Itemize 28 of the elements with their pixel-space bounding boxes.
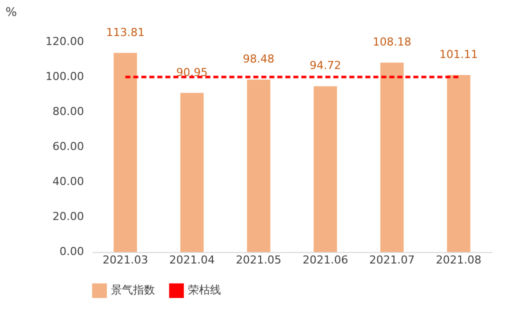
- y-tick-label: 0.00: [60, 245, 84, 258]
- data-label: 108.18: [372, 36, 412, 49]
- y-tick-label: 80.00: [52, 105, 84, 118]
- x-tick-label: 2021.08: [436, 254, 482, 266]
- x-tick-label: 2021.06: [302, 254, 348, 266]
- x-tick-label: 2021.04: [169, 254, 215, 266]
- y-tick-label: 120.00: [46, 35, 84, 48]
- bar: [247, 80, 270, 252]
- legend-label: 景气指数: [111, 284, 155, 297]
- legend-label: 荣枯线: [188, 284, 221, 297]
- x-tick-label: 2021.07: [369, 254, 415, 266]
- data-label: 101.11: [439, 48, 478, 62]
- x-tick-label: 2021.05: [236, 254, 282, 266]
- bar: [380, 62, 404, 252]
- y-tick-label: 100.00: [46, 70, 84, 83]
- data-label: 94.72: [310, 59, 342, 72]
- y-axis-title: %: [6, 4, 17, 19]
- data-label: 98.48: [242, 52, 274, 66]
- y-tick-label: 40.00: [52, 175, 84, 188]
- y-tick-label: 20.00: [52, 210, 84, 223]
- bar: [114, 52, 137, 252]
- bar: [180, 92, 204, 252]
- x-tick-label: 2021.03: [102, 254, 148, 266]
- bar: [314, 86, 337, 252]
- data-label: 90.95: [176, 66, 208, 79]
- y-tick-label: 60.00: [52, 140, 84, 153]
- data-label: 113.81: [106, 26, 145, 39]
- bar: [447, 75, 470, 252]
